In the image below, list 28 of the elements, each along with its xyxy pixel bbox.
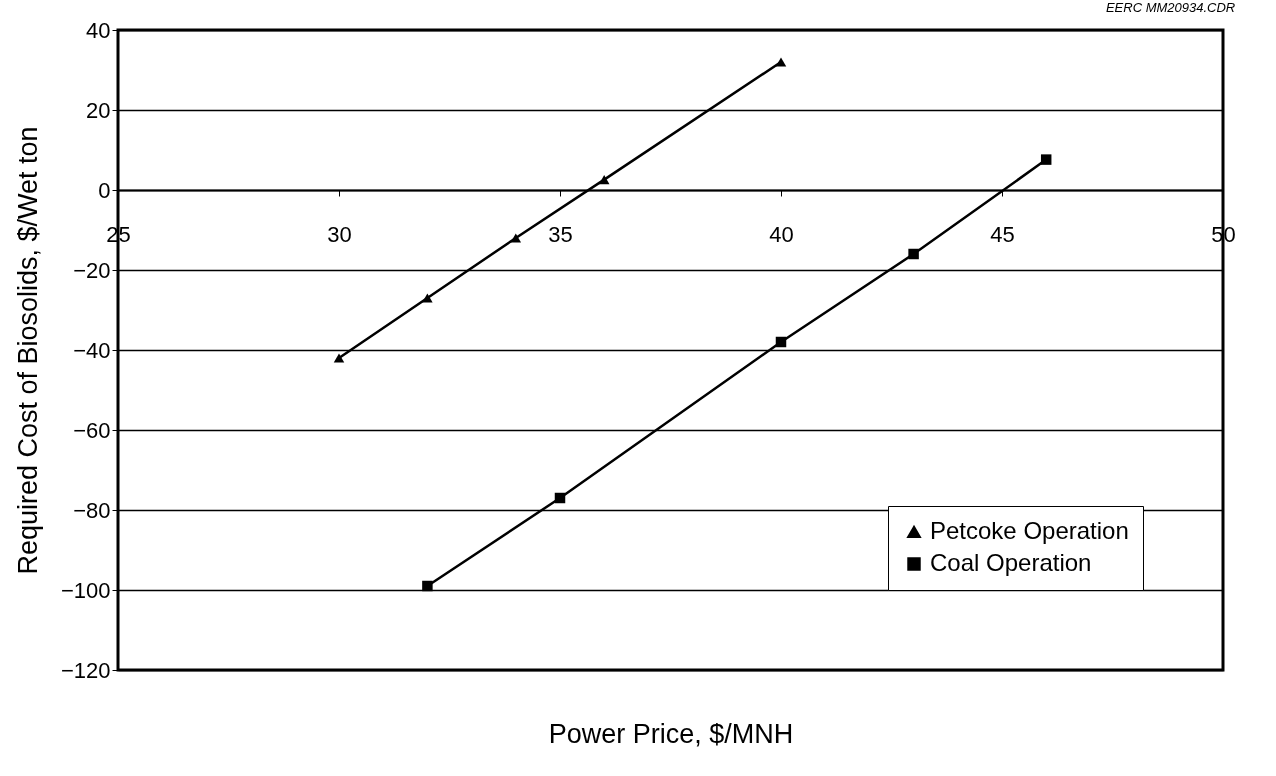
- point: [510, 233, 522, 243]
- y-tick-label: 20: [86, 97, 111, 123]
- point: [598, 175, 610, 185]
- point: [422, 580, 433, 592]
- x-tick-label: 40: [769, 221, 794, 247]
- y-tick-label: 40: [86, 17, 111, 43]
- x-axis-title: Power Price, $/MNH: [548, 718, 794, 749]
- legend-label: Coal Operation: [930, 549, 1092, 576]
- x-tick-label: 45: [990, 221, 1015, 247]
- point: [1040, 154, 1052, 165]
- legend-label: Petcoke Operation: [930, 517, 1129, 544]
- y-tick-label: −100: [60, 577, 111, 603]
- point: [554, 492, 566, 504]
- x-tick-label: 35: [548, 221, 573, 247]
- point: [422, 293, 433, 303]
- y-tick-label: −40: [73, 337, 111, 363]
- y-tick-label: −80: [73, 497, 111, 523]
- text: EERC MM20934.CDR: [1105, 0, 1236, 15]
- point: [775, 57, 787, 67]
- y-axis-title: Required Cost of Biosolids, $/Wet ton: [12, 126, 43, 575]
- x-tick-label: 30: [327, 221, 352, 247]
- point: [333, 353, 345, 363]
- y-tick-label: 0: [98, 177, 111, 203]
- point: [908, 248, 919, 260]
- y-tick-label: −120: [60, 657, 111, 683]
- y-tick-label: −20: [73, 257, 111, 283]
- point: [775, 336, 787, 348]
- y-tick-label: −60: [73, 417, 111, 443]
